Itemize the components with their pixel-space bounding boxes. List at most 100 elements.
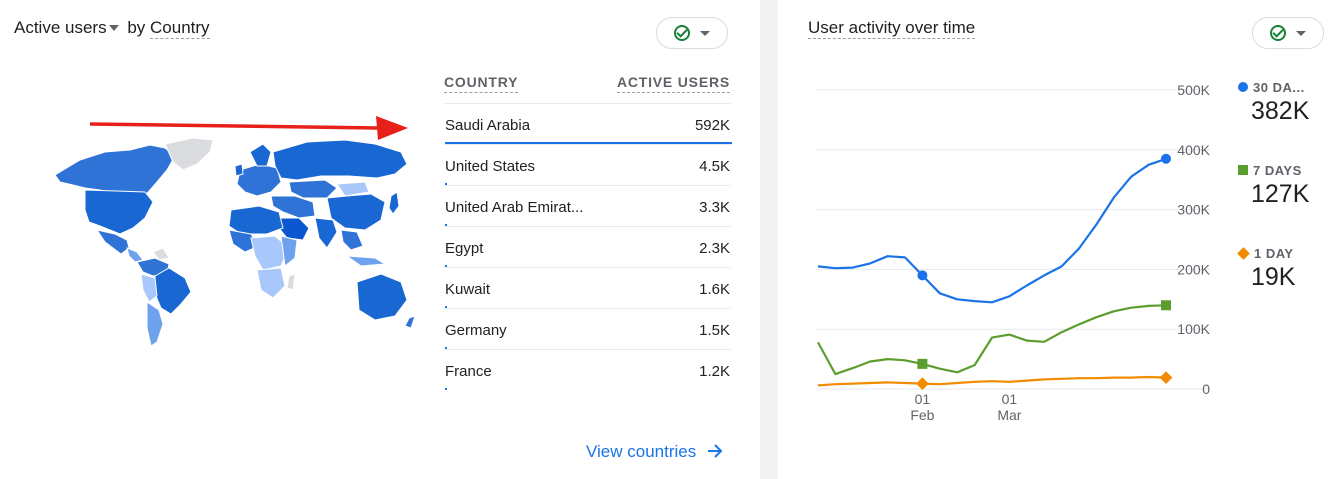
map-region-scandinavia[interactable]	[249, 143, 272, 167]
country-name: Kuwait	[445, 281, 491, 298]
x-tick-label: 01	[1002, 391, 1018, 407]
y-tick-label: 400K	[1177, 142, 1210, 158]
map-region-southeast-asia[interactable]	[340, 229, 364, 251]
country-name: France	[445, 363, 492, 380]
share-bar	[445, 183, 447, 185]
map-region-new-zealand[interactable]	[404, 315, 415, 329]
map-region-turkey-iran[interactable]	[270, 195, 316, 219]
table-row[interactable]: Egypt 2.3K	[444, 226, 731, 267]
map-region-uk[interactable]	[234, 163, 244, 177]
map-region-central-africa[interactable]	[250, 235, 290, 271]
map-region-indonesia[interactable]	[345, 255, 387, 267]
map-region-madagascar[interactable]	[286, 273, 296, 291]
country-value: 4.5K	[699, 158, 730, 175]
map-region-west-africa[interactable]	[228, 229, 260, 253]
map-region-australia[interactable]	[356, 273, 408, 321]
circle-marker-icon	[1238, 82, 1248, 92]
map-region-argentina-chile[interactable]	[146, 301, 164, 347]
arrow-right-icon	[707, 444, 723, 458]
country-value: 1.6K	[699, 281, 730, 298]
legend-item-30-days: 30 DA... 382K	[1238, 80, 1309, 126]
chart-title[interactable]: User activity over time	[808, 18, 976, 39]
column-header-active-users[interactable]: ACTIVE USERS	[616, 74, 730, 93]
series-line	[817, 157, 1167, 304]
y-tick-label: 100K	[1177, 321, 1210, 337]
map-region-china[interactable]	[326, 193, 386, 231]
series-line	[817, 375, 1167, 387]
map-region-india[interactable]	[314, 217, 338, 249]
legend-value: 19K	[1251, 263, 1296, 291]
data-point-marker	[916, 377, 929, 390]
user-activity-card: User activity over time 500K 400K 300K 200K…	[778, 0, 1344, 479]
share-bar	[445, 347, 447, 349]
map-region-kazakhstan[interactable]	[288, 179, 338, 199]
active-users-by-country-card: Active users by Country	[0, 0, 760, 479]
map-region-mexico[interactable]	[95, 229, 130, 255]
map-region-southern-africa[interactable]	[256, 267, 286, 299]
map-region-mongolia[interactable]	[336, 181, 370, 197]
map-region-canada[interactable]	[54, 144, 176, 201]
table-row[interactable]: France 1.2K	[444, 349, 731, 390]
map-region-greenland[interactable]	[164, 137, 214, 171]
card-title: User activity over time	[808, 18, 976, 39]
dimension-selector[interactable]: Country	[150, 18, 210, 39]
x-tick-label: Mar	[997, 407, 1021, 423]
map-region-brazil[interactable]	[154, 267, 192, 315]
map-region-japan[interactable]	[388, 191, 400, 215]
data-point-marker	[917, 358, 928, 369]
diamond-marker-icon	[1237, 247, 1250, 260]
y-tick-label: 500K	[1177, 82, 1210, 98]
country-value: 1.5K	[699, 322, 730, 339]
title-by-text: by	[127, 18, 146, 37]
column-header-country[interactable]: COUNTRY	[444, 74, 519, 93]
map-region-russia[interactable]	[272, 139, 408, 181]
status-menu-button[interactable]	[656, 17, 728, 49]
share-bar	[445, 224, 447, 226]
country-name: Germany	[445, 322, 507, 339]
table-row[interactable]: Kuwait 1.6K	[444, 267, 731, 308]
red-arrow-icon	[89, 116, 408, 140]
map-region-usa[interactable]	[84, 189, 154, 235]
map-region-peru-bolivia[interactable]	[140, 273, 158, 303]
country-value: 3.3K	[699, 199, 730, 216]
share-bar	[445, 388, 447, 390]
y-tick-label: 200K	[1177, 261, 1210, 277]
map-region-east-africa[interactable]	[280, 235, 298, 267]
table-row[interactable]: United States 4.5K	[444, 144, 731, 185]
caret-down-icon	[700, 30, 710, 36]
map-region-central-america[interactable]	[126, 247, 144, 263]
table-row[interactable]: Germany 1.5K	[444, 308, 731, 349]
country-name: United States	[445, 158, 536, 175]
legend-value: 382K	[1251, 97, 1310, 125]
map-region-europe[interactable]	[236, 163, 282, 197]
country-name: Saudi Arabia	[445, 117, 531, 134]
legend-item-7-days: 7 DAYS 127K	[1238, 163, 1309, 209]
y-tick-label: 0	[1202, 381, 1210, 397]
share-bar	[445, 265, 447, 267]
legend-label: 1 DAY	[1237, 246, 1295, 261]
data-point-marker	[1159, 371, 1173, 385]
map-region-guianas[interactable]	[152, 247, 170, 261]
table-row[interactable]: United Arab Emirat... 3.3K	[444, 185, 731, 226]
metric-selector[interactable]: Active users	[14, 18, 123, 37]
view-countries-link[interactable]: View countries	[586, 442, 723, 462]
card-title: Active users by Country	[14, 18, 210, 39]
world-map[interactable]	[45, 130, 415, 350]
country-name: United Arab Emirat...	[445, 199, 584, 216]
legend-label: 30 DA...	[1238, 80, 1309, 95]
status-menu-button[interactable]	[1252, 17, 1324, 49]
table-row[interactable]: Saudi Arabia 592K	[444, 103, 732, 144]
caret-down-icon	[1296, 30, 1306, 36]
caret-down-icon	[108, 24, 119, 31]
share-bar	[445, 306, 447, 308]
legend-item-1-day: 1 DAY 19K	[1237, 246, 1296, 292]
data-point-marker	[917, 270, 928, 281]
country-value: 2.3K	[699, 240, 730, 257]
map-region-north-africa[interactable]	[228, 205, 284, 235]
card-divider	[760, 0, 778, 479]
country-value: 592K	[694, 117, 730, 134]
square-marker-icon	[1238, 165, 1248, 175]
data-point-marker	[1161, 300, 1171, 311]
share-bar	[445, 142, 732, 144]
